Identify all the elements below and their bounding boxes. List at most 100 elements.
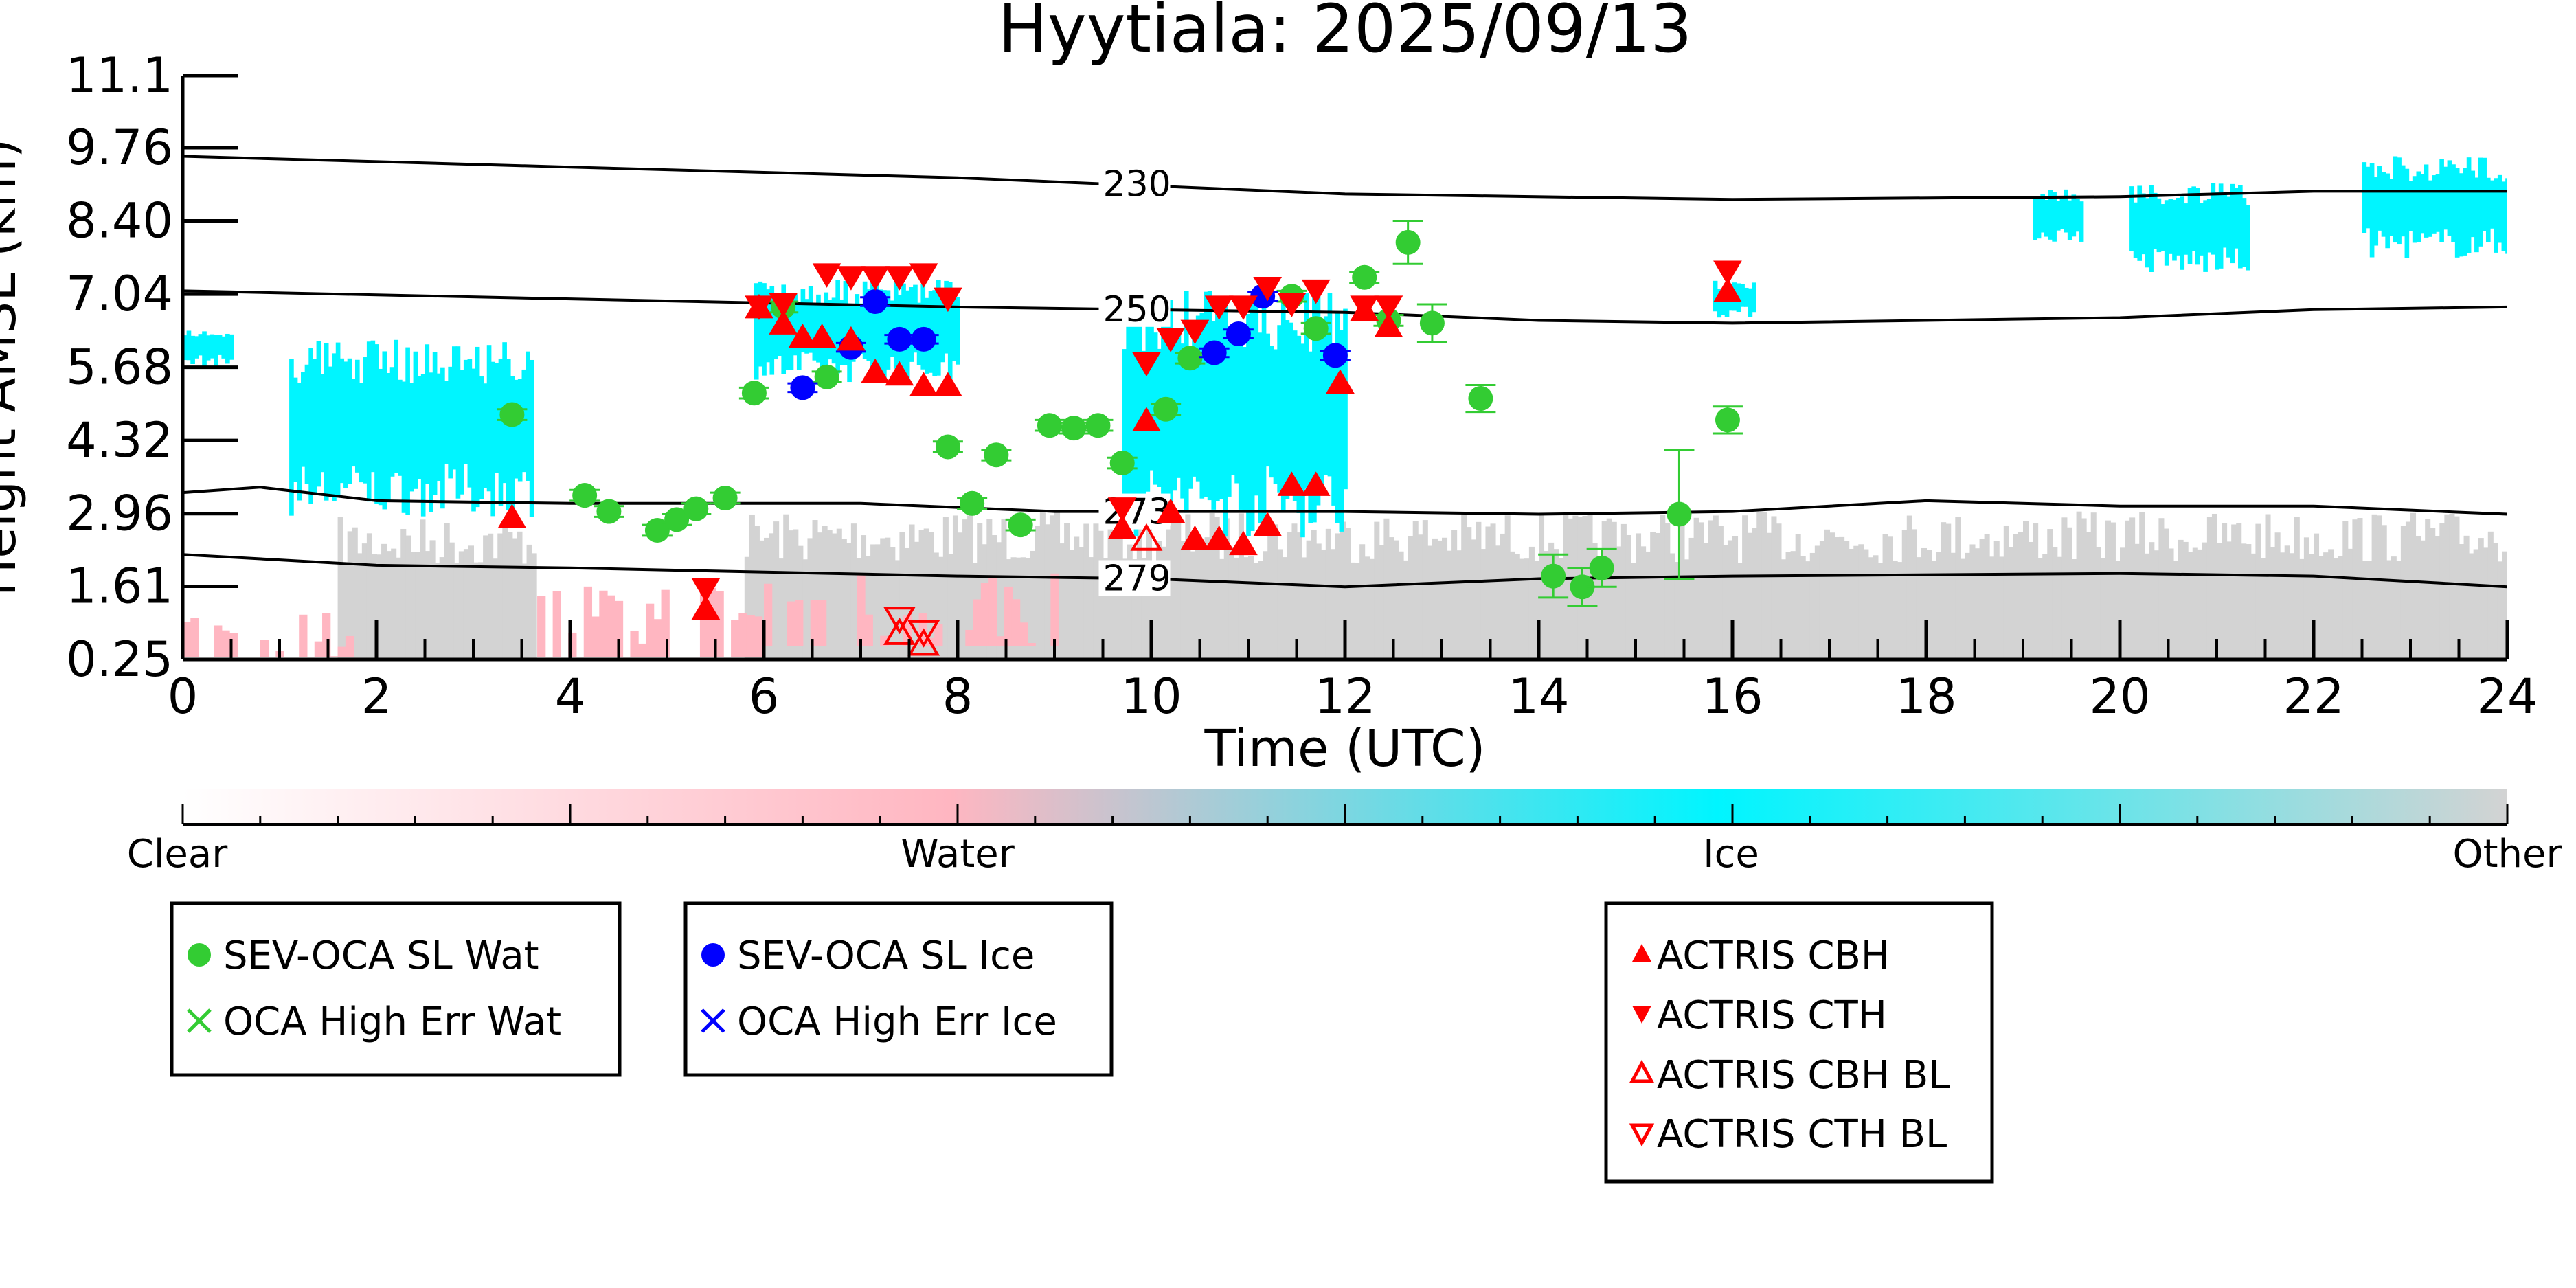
ice-column (1219, 302, 1224, 499)
other-column (521, 563, 528, 659)
other-column (2008, 547, 2014, 659)
ice-column (320, 374, 325, 473)
other-column (749, 514, 755, 659)
other-column (2279, 552, 2285, 659)
sev-oca-sl-wat-point (683, 496, 709, 521)
other-column (391, 548, 397, 659)
sev-oca-sl-wat-point (1109, 451, 1135, 476)
ice-column (2222, 193, 2228, 248)
sev-oca-sl-wat-point (984, 442, 1009, 468)
other-column (2386, 560, 2392, 659)
other-column (2114, 560, 2121, 659)
other-column (2241, 543, 2247, 659)
other-column (1306, 540, 1312, 659)
ice-column (2385, 173, 2390, 249)
ice-column (2218, 183, 2224, 269)
other-column (1674, 562, 1680, 659)
other-column (1601, 521, 1607, 659)
contour-250 (183, 289, 2507, 325)
ice-column (2059, 197, 2065, 229)
actris-cbh-point (1301, 471, 1331, 496)
ice-column (394, 339, 399, 473)
ice-column (1242, 347, 1247, 511)
other-column (2473, 549, 2479, 659)
other-column (1960, 558, 1966, 659)
water-column (1019, 622, 1028, 646)
ice-column (874, 282, 879, 373)
ice-column (1250, 295, 1255, 531)
other-column (1161, 546, 1167, 659)
y-tick-label: 8.40 (66, 193, 173, 249)
ice-column (2172, 199, 2177, 261)
ice-column (1215, 300, 1220, 501)
other-column (1141, 558, 1147, 659)
ice-column (855, 294, 860, 357)
other-column (1625, 534, 1631, 659)
other-column (952, 515, 958, 659)
other-column (1340, 521, 1346, 659)
other-column (928, 532, 934, 659)
ice-column (425, 344, 430, 484)
water-column (1050, 573, 1059, 646)
ice-column (1192, 336, 1197, 477)
ice-column (386, 373, 391, 501)
other-column (1315, 543, 1322, 659)
ice-column (529, 359, 534, 517)
ice-column (1269, 346, 1274, 478)
other-column (1277, 549, 1283, 659)
sev-oca-sl-wat-point (1715, 407, 1740, 433)
other-column (2318, 556, 2325, 659)
contour-label-279: 279 (1103, 558, 1171, 600)
sev-oca-sl-ice-point (1322, 343, 1348, 368)
other-column (1737, 563, 1743, 659)
ice-column (2211, 183, 2216, 255)
other-column (1655, 532, 1661, 659)
other-column (2391, 556, 2397, 659)
ice-column (1238, 342, 1243, 510)
other-column (497, 533, 504, 659)
other-column (1209, 513, 1215, 659)
sev-oca-sl-wat-point (1667, 501, 1692, 527)
ice-column (2397, 157, 2402, 245)
x-tick-label: 14 (1508, 668, 1569, 725)
other-column (1941, 522, 1947, 659)
ice-column (920, 284, 926, 370)
other-column (1039, 512, 1046, 659)
other-column (1592, 543, 1598, 659)
ice-column (2215, 192, 2219, 270)
other-column (1466, 527, 1472, 659)
ice-column (2129, 186, 2134, 251)
actris-cbh-point (837, 326, 866, 351)
ice-column (2199, 203, 2204, 256)
other-column (2395, 561, 2402, 659)
other-column (2125, 520, 2131, 659)
other-column (531, 553, 537, 659)
data-markers (497, 220, 1743, 656)
ice-column (2373, 177, 2379, 246)
other-column (2042, 554, 2048, 659)
other-column (758, 540, 765, 659)
ice-column (1133, 303, 1139, 536)
other-column (2158, 518, 2165, 659)
other-column (1524, 558, 1530, 659)
other-column (2086, 532, 2092, 659)
other-column (2246, 544, 2252, 659)
other-column (1708, 520, 1714, 659)
ice-column (1211, 321, 1217, 510)
other-column (1563, 513, 1569, 659)
other-column (1747, 532, 1753, 659)
ice-column (183, 335, 188, 361)
ice-column (2470, 170, 2476, 238)
other-column (1350, 562, 1356, 659)
ice-column (335, 342, 341, 497)
other-column (488, 533, 494, 659)
ice-column (289, 359, 294, 516)
ice-column (475, 346, 480, 508)
water-column (614, 600, 624, 657)
other-column (1636, 533, 1642, 659)
other-column (826, 530, 833, 659)
other-column (904, 547, 910, 659)
contour-label-250: 250 (1103, 289, 1171, 330)
legend-water: SEV-OCA SL Wat OCA High Err Wat (170, 901, 622, 1077)
other-column (1156, 541, 1162, 659)
